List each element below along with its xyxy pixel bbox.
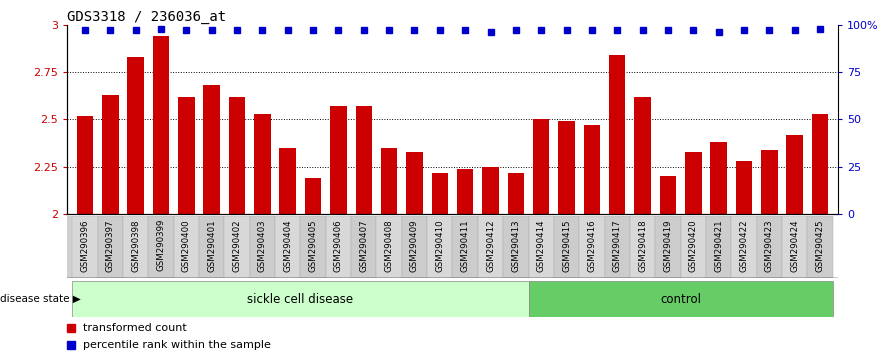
Bar <box>326 216 351 278</box>
Bar <box>782 216 807 278</box>
Bar <box>504 216 529 278</box>
Text: GSM290396: GSM290396 <box>81 219 90 272</box>
Bar <box>406 152 423 214</box>
Bar <box>174 216 199 278</box>
Text: GSM290414: GSM290414 <box>537 219 546 272</box>
Text: GSM290422: GSM290422 <box>739 219 748 272</box>
Text: GSM290402: GSM290402 <box>233 219 242 272</box>
Bar <box>224 216 250 278</box>
Text: GSM290424: GSM290424 <box>790 219 799 272</box>
Bar <box>554 216 579 278</box>
Text: GSM290398: GSM290398 <box>131 219 140 272</box>
Bar <box>305 178 322 214</box>
Text: GSM290399: GSM290399 <box>157 219 166 272</box>
Bar <box>199 216 224 278</box>
Bar <box>807 216 832 278</box>
Bar <box>254 114 271 214</box>
Text: control: control <box>660 293 701 306</box>
Bar <box>300 216 326 278</box>
Bar <box>634 97 650 214</box>
Bar <box>77 116 93 214</box>
Text: GSM290405: GSM290405 <box>308 219 317 272</box>
Bar <box>381 148 397 214</box>
Bar <box>102 95 118 214</box>
Bar <box>427 216 452 278</box>
Bar <box>152 36 169 214</box>
Bar <box>356 106 372 214</box>
Text: GSM290416: GSM290416 <box>588 219 597 272</box>
Bar <box>250 216 275 278</box>
Bar <box>558 121 574 214</box>
Text: percentile rank within the sample: percentile rank within the sample <box>82 340 271 350</box>
Bar <box>178 97 194 214</box>
Text: GSM290400: GSM290400 <box>182 219 191 272</box>
Text: GSM290417: GSM290417 <box>613 219 622 272</box>
Bar <box>711 142 727 214</box>
Text: GSM290421: GSM290421 <box>714 219 723 272</box>
Bar <box>659 176 676 214</box>
Bar <box>351 216 376 278</box>
Text: GSM290419: GSM290419 <box>663 219 672 272</box>
Bar <box>478 216 504 278</box>
Text: GSM290420: GSM290420 <box>689 219 698 272</box>
Bar <box>228 97 246 214</box>
Text: GSM290415: GSM290415 <box>562 219 571 272</box>
Bar <box>203 85 220 214</box>
Bar <box>533 119 549 214</box>
Text: GSM290408: GSM290408 <box>384 219 393 272</box>
Bar <box>432 172 448 214</box>
Bar <box>457 169 473 214</box>
Bar <box>331 106 347 214</box>
Bar <box>73 216 98 278</box>
Text: GSM290401: GSM290401 <box>207 219 216 272</box>
Text: GSM290397: GSM290397 <box>106 219 115 272</box>
Bar <box>529 216 554 278</box>
Bar <box>583 125 600 214</box>
Bar <box>685 152 702 214</box>
Bar <box>98 216 123 278</box>
Bar <box>123 216 149 278</box>
Bar <box>787 135 803 214</box>
Text: GSM290410: GSM290410 <box>435 219 444 272</box>
Text: GSM290404: GSM290404 <box>283 219 292 272</box>
Text: GSM290406: GSM290406 <box>334 219 343 272</box>
Text: GSM290409: GSM290409 <box>410 219 419 272</box>
Text: disease state ▶: disease state ▶ <box>0 294 81 304</box>
Bar <box>452 216 478 278</box>
Bar <box>630 216 655 278</box>
Text: GSM290425: GSM290425 <box>815 219 824 272</box>
Bar <box>529 281 832 317</box>
Bar <box>508 172 524 214</box>
Text: GSM290411: GSM290411 <box>461 219 470 272</box>
Bar <box>579 216 605 278</box>
Bar <box>127 57 144 214</box>
Bar <box>812 114 828 214</box>
Text: GSM290413: GSM290413 <box>512 219 521 272</box>
Bar <box>655 216 681 278</box>
Text: GSM290418: GSM290418 <box>638 219 647 272</box>
Bar <box>275 216 300 278</box>
Bar <box>609 55 625 214</box>
Bar <box>761 150 778 214</box>
Text: GDS3318 / 236036_at: GDS3318 / 236036_at <box>67 10 227 24</box>
Bar <box>73 281 529 317</box>
Bar <box>401 216 427 278</box>
Bar <box>706 216 731 278</box>
Text: GSM290412: GSM290412 <box>486 219 495 272</box>
Bar <box>681 216 706 278</box>
Bar <box>756 216 782 278</box>
Text: GSM290423: GSM290423 <box>765 219 774 272</box>
Bar <box>149 216 174 278</box>
Text: sickle cell disease: sickle cell disease <box>247 293 353 306</box>
Bar <box>482 167 499 214</box>
Text: transformed count: transformed count <box>82 322 186 332</box>
Bar <box>731 216 756 278</box>
Text: GSM290407: GSM290407 <box>359 219 368 272</box>
Bar <box>376 216 401 278</box>
Bar <box>605 216 630 278</box>
Bar <box>736 161 753 214</box>
Text: GSM290403: GSM290403 <box>258 219 267 272</box>
Bar <box>280 148 296 214</box>
